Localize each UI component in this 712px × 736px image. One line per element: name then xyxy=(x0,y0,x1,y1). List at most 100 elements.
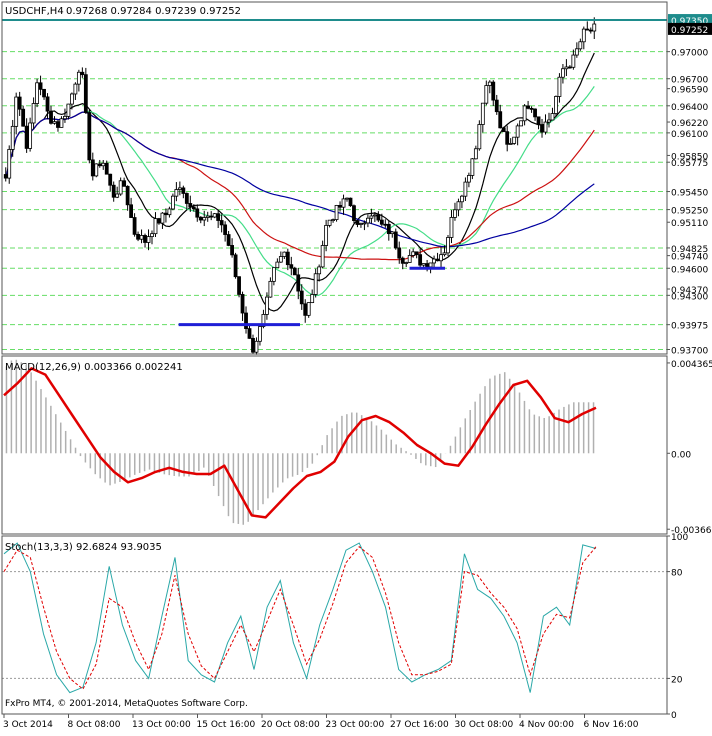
time-label: 30 Oct 08:00 xyxy=(455,720,514,730)
candle-body xyxy=(174,189,179,197)
time-label: 20 Oct 08:00 xyxy=(261,720,320,730)
price-label-0.94740: 0.94740 xyxy=(671,253,708,263)
candle-body xyxy=(543,121,548,133)
candle-body xyxy=(198,216,203,221)
candle-body xyxy=(536,116,541,126)
candle-body xyxy=(275,261,280,269)
candle-body xyxy=(170,195,175,210)
candle-body xyxy=(581,28,586,43)
candle-body xyxy=(10,125,15,150)
candle-body xyxy=(258,326,262,342)
candle-body xyxy=(414,251,419,256)
candle-body xyxy=(285,251,290,266)
candle-body xyxy=(487,81,492,86)
candle-body xyxy=(7,149,12,179)
candle-body xyxy=(404,262,409,264)
candle-body xyxy=(359,223,363,225)
candle-body xyxy=(411,251,416,256)
price-panel-frame xyxy=(1,1,668,355)
candle-body xyxy=(31,103,36,124)
candle-body xyxy=(571,54,576,68)
time-label: 6 Nov 16:00 xyxy=(584,720,639,730)
candle-body xyxy=(355,220,360,225)
candle-body xyxy=(254,340,259,353)
candle-body xyxy=(160,212,165,224)
candle-body xyxy=(547,119,551,123)
price-label-0.94825: 0.94825 xyxy=(671,245,708,255)
candle-body xyxy=(491,81,496,101)
candle-body xyxy=(585,28,590,31)
candle-body xyxy=(425,263,430,268)
stoch-panel-frame xyxy=(1,535,668,715)
time-label: 8 Oct 08:00 xyxy=(68,720,121,730)
candle-body xyxy=(383,223,388,226)
candle-body xyxy=(24,125,29,149)
candle-body xyxy=(139,235,144,240)
candle-body xyxy=(348,197,353,207)
price-label-0.94300: 0.94300 xyxy=(671,292,708,302)
candle-body xyxy=(449,217,454,238)
candle-body xyxy=(17,96,22,110)
candle-body xyxy=(540,124,544,133)
candle-body xyxy=(588,29,593,32)
candle-body xyxy=(164,212,168,216)
candle-body xyxy=(153,218,158,235)
candle-body xyxy=(470,158,475,176)
candle-body xyxy=(498,111,503,129)
candle-body xyxy=(209,215,214,218)
price-label-0.95110: 0.95110 xyxy=(671,219,708,229)
candle-body xyxy=(306,302,311,316)
candle-body xyxy=(494,99,499,113)
candle-body xyxy=(271,267,276,282)
candle-body xyxy=(104,162,109,175)
candle-body xyxy=(205,215,210,218)
price-label-0.97350: 0.97350 xyxy=(671,17,708,27)
time-label: 15 Oct 16:00 xyxy=(197,720,256,730)
candle-body xyxy=(278,256,283,263)
candle-body xyxy=(216,213,221,221)
candle-body xyxy=(45,96,50,112)
candle-body xyxy=(90,159,95,177)
candle-body xyxy=(42,88,46,98)
candle-body xyxy=(393,231,398,249)
candle-body xyxy=(14,96,19,127)
candle-body xyxy=(296,274,301,292)
candle-body xyxy=(466,175,471,183)
macd-label--0.003669: -0.003669 xyxy=(671,526,712,536)
candle-body xyxy=(557,76,562,97)
candle-body xyxy=(313,273,318,295)
price-label-0.96220: 0.96220 xyxy=(671,119,708,129)
candle-body xyxy=(97,163,102,167)
time-label: 4 Nov 00:00 xyxy=(519,720,574,730)
candle-body xyxy=(421,263,426,266)
candle-body xyxy=(35,82,39,104)
candle-body xyxy=(247,328,252,339)
candle-body xyxy=(379,219,384,225)
candle-body xyxy=(460,195,464,203)
candle-body xyxy=(108,173,113,186)
candle-body xyxy=(456,201,461,211)
candle-body xyxy=(578,41,583,50)
candle-body xyxy=(177,187,182,190)
candle-body xyxy=(195,208,200,218)
candle-body xyxy=(299,290,304,305)
candle-body xyxy=(150,233,154,238)
candle-body xyxy=(533,108,537,118)
candle-body xyxy=(83,74,88,113)
candle-body xyxy=(435,258,440,262)
candle-body xyxy=(181,187,186,194)
candle-body xyxy=(167,208,172,216)
candle-body xyxy=(184,193,189,204)
candle-body xyxy=(261,314,266,327)
copyright-text: FxPro MT4, © 2001-2014, MetaQuotes Softw… xyxy=(5,699,248,709)
candle-body xyxy=(480,102,485,125)
candle-body xyxy=(327,219,332,226)
candle-body xyxy=(567,66,572,69)
candle-body xyxy=(522,105,527,122)
candle-body xyxy=(237,276,241,295)
price-label-0.93700: 0.93700 xyxy=(671,346,708,356)
candle-body xyxy=(473,148,478,160)
